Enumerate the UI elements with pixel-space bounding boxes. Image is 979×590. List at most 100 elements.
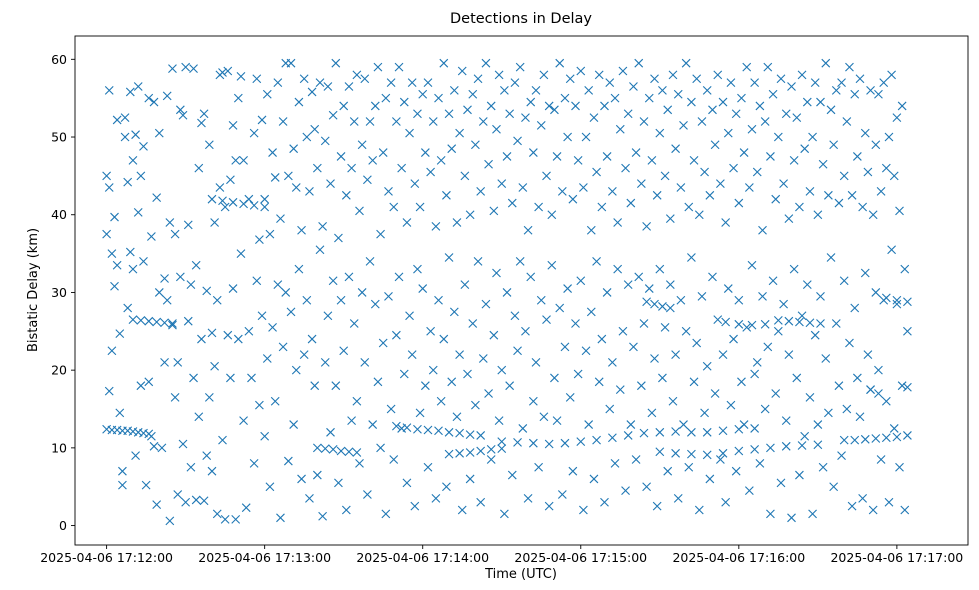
data-point (173, 357, 183, 367)
data-point (513, 136, 522, 146)
data-point (502, 152, 512, 161)
data-point (447, 144, 457, 154)
x-tick-label: 2025-04-06 17:12:00 (40, 550, 173, 565)
data-point (349, 319, 359, 328)
data-point (881, 293, 891, 303)
data-point (373, 377, 383, 387)
data-point (805, 187, 815, 196)
data-point (692, 74, 702, 84)
data-point (739, 148, 749, 157)
data-point (157, 443, 167, 453)
data-point (542, 315, 551, 325)
x-axis-label: Time (UTC) (484, 567, 557, 582)
data-point (852, 152, 862, 161)
data-point (589, 474, 599, 484)
data-point (826, 253, 836, 262)
data-point (650, 354, 659, 363)
data-point (576, 437, 586, 447)
data-point (810, 330, 820, 340)
data-point (513, 438, 522, 447)
data-point (837, 78, 846, 88)
data-point (618, 66, 628, 76)
data-point (136, 316, 146, 325)
data-point (489, 206, 499, 216)
data-point (687, 253, 696, 262)
data-point (602, 288, 612, 297)
data-point (647, 155, 657, 165)
data-point (866, 385, 875, 394)
data-point (118, 466, 127, 476)
data-point (233, 334, 243, 344)
data-point (855, 74, 865, 84)
data-point (476, 446, 486, 456)
data-point (473, 256, 483, 266)
data-point (152, 317, 162, 327)
data-point (347, 416, 356, 426)
data-point (539, 412, 549, 422)
data-point (679, 420, 688, 429)
data-point (149, 441, 159, 451)
data-point (407, 78, 417, 88)
data-point (347, 163, 356, 173)
data-point (494, 416, 504, 426)
data-point (144, 377, 154, 387)
data-point (299, 350, 309, 359)
data-point (810, 78, 820, 88)
data-point (463, 105, 472, 115)
data-point (120, 113, 130, 122)
data-point (655, 264, 665, 274)
data-point (718, 448, 728, 458)
data-point (515, 62, 525, 72)
data-point (852, 373, 862, 383)
data-point (465, 430, 475, 440)
data-point (315, 78, 325, 88)
data-point (607, 357, 617, 367)
data-point (326, 179, 335, 189)
data-point (360, 74, 370, 84)
data-point (621, 163, 630, 173)
data-point (639, 319, 649, 328)
data-point (855, 412, 865, 422)
data-point (534, 202, 544, 212)
data-point (823, 190, 833, 200)
data-point (681, 58, 691, 68)
data-point (521, 113, 530, 122)
y-tick-label: 0 (59, 518, 67, 533)
data-point (170, 229, 180, 239)
data-point (702, 450, 712, 460)
data-point (299, 74, 309, 84)
data-point (323, 82, 333, 91)
data-point (133, 82, 143, 91)
data-point (876, 455, 886, 464)
data-point (531, 86, 541, 95)
data-point (534, 462, 544, 472)
data-point (107, 249, 117, 258)
x-tick-label: 2025-04-06 17:16:00 (672, 550, 805, 565)
data-point (442, 190, 451, 200)
data-point (868, 210, 878, 220)
data-point (737, 93, 746, 103)
data-point (542, 171, 551, 181)
data-point (787, 82, 796, 91)
data-point (449, 86, 459, 95)
data-point (779, 179, 788, 189)
data-point (729, 163, 738, 173)
data-point (758, 291, 767, 301)
data-point (170, 392, 180, 402)
data-point (123, 177, 133, 187)
data-point (257, 311, 267, 321)
data-point (586, 225, 596, 235)
chart-title: Detections in Delay (450, 11, 592, 27)
data-point (110, 212, 119, 222)
data-point (687, 427, 696, 437)
data-point (544, 439, 554, 449)
data-point (410, 179, 420, 189)
data-point (784, 316, 794, 326)
data-point (850, 303, 860, 313)
data-point (381, 93, 391, 103)
data-point (784, 214, 794, 224)
data-point (550, 373, 559, 383)
data-point (818, 159, 828, 169)
data-point (737, 377, 746, 387)
